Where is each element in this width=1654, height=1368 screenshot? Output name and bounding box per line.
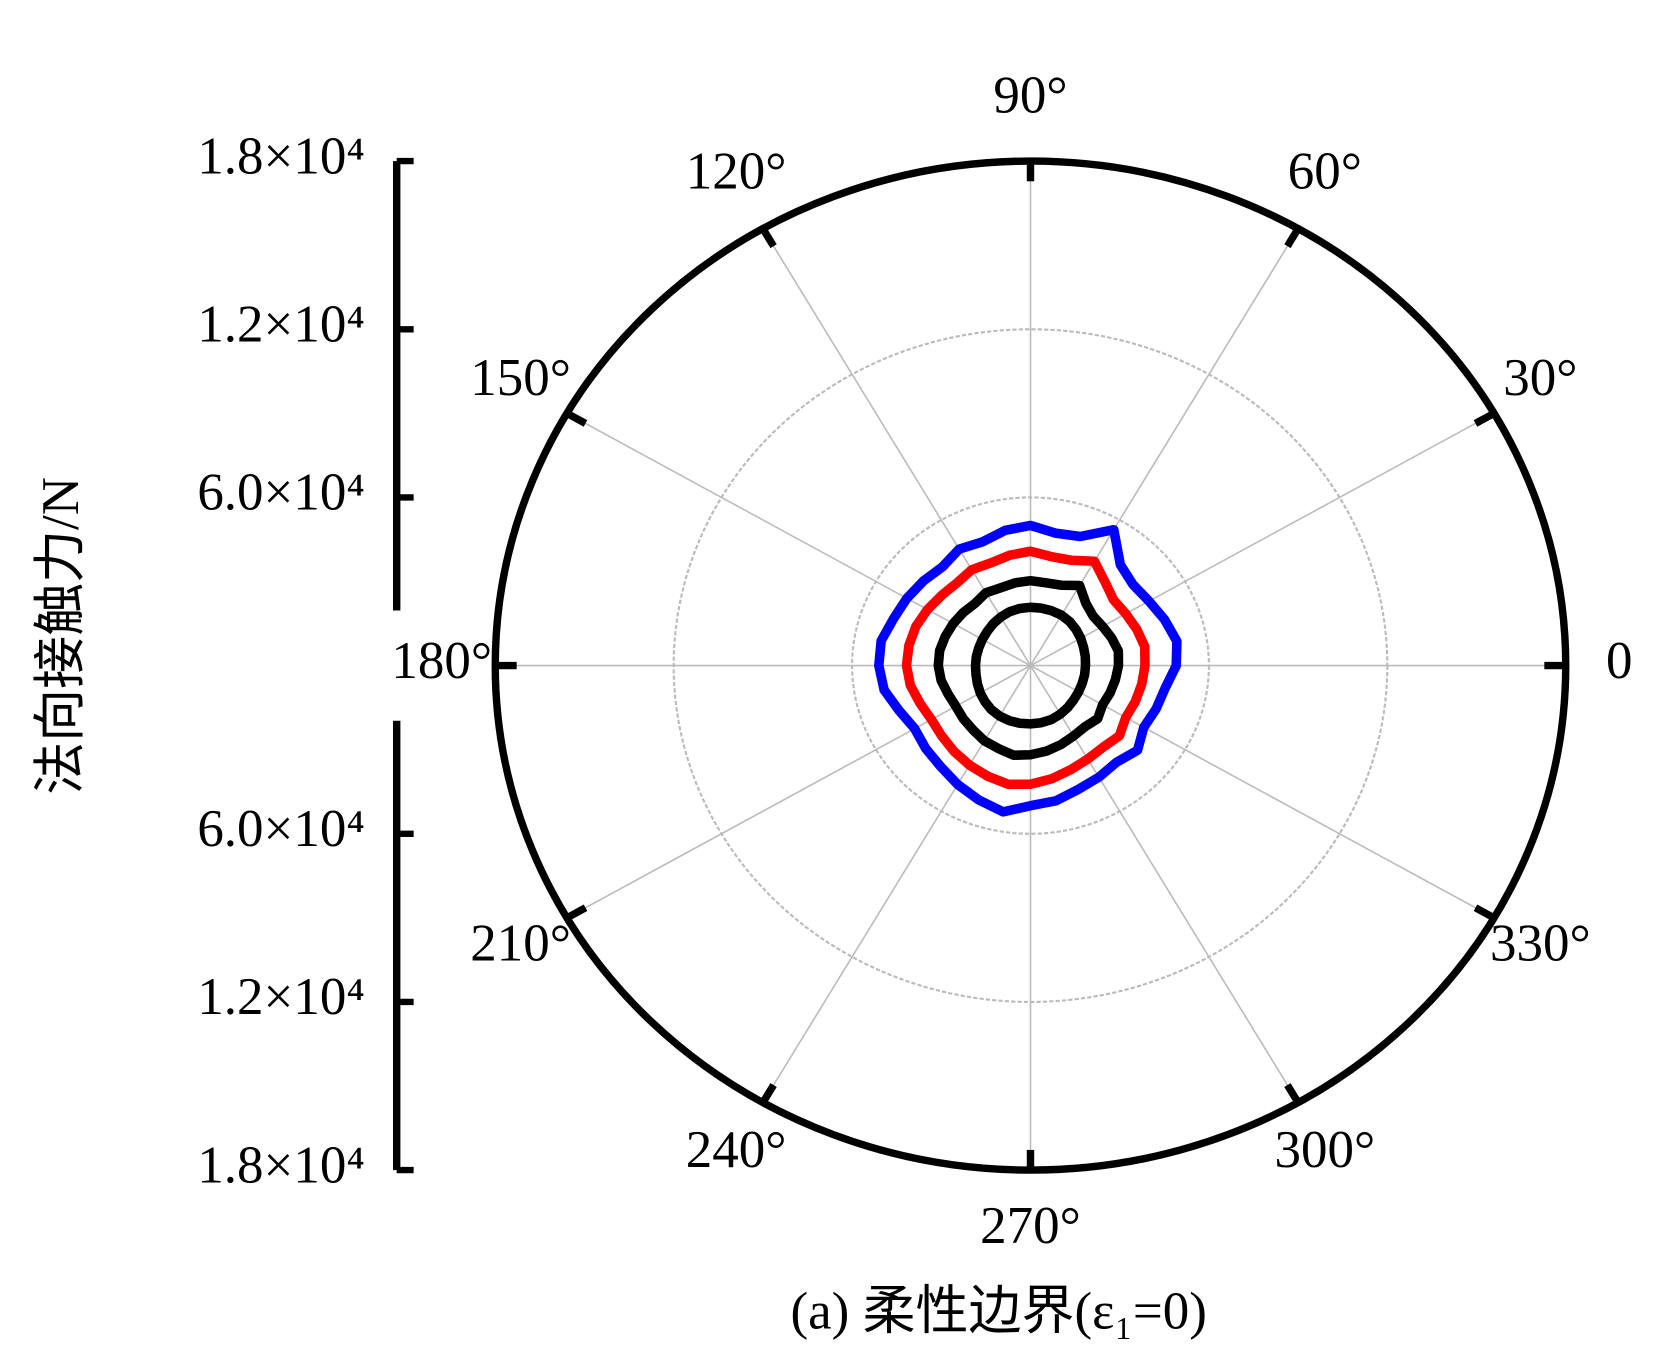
grid-circle <box>851 496 1210 835</box>
spoke <box>762 665 1032 1103</box>
angle-tick-label: 210° <box>470 914 571 972</box>
angle-tick <box>1284 1083 1302 1105</box>
angle-tick-label: 180° <box>391 632 492 690</box>
spoke <box>1030 664 1495 919</box>
angle-tick <box>759 226 777 249</box>
caption: (a) 柔性边界(ε₁=0) <box>791 1283 1207 1341</box>
angle-tick-label: 270° <box>980 1197 1081 1255</box>
angle-tick-label: 300° <box>1275 1121 1376 1179</box>
angle-tick <box>565 904 588 922</box>
grid-circle <box>672 328 1389 1003</box>
angle-tick-label: 330° <box>1490 914 1591 972</box>
angle-tick <box>565 410 588 427</box>
spoke <box>1029 665 1299 1103</box>
series-line <box>901 546 1150 790</box>
angle-tick-label: 240° <box>686 1121 787 1179</box>
angle-tick-label: 30° <box>1503 349 1577 407</box>
radial-tick-label: 6.0×10⁴ <box>197 464 365 522</box>
angle-tick-label: 90° <box>993 67 1067 125</box>
radial-tick-label: 1.2×10⁴ <box>197 968 365 1026</box>
radial-tick-label: 1.8×10⁴ <box>197 1136 365 1194</box>
angle-tick-label: 0 <box>1606 632 1633 690</box>
angle-tick-label: 60° <box>1288 142 1362 200</box>
spoke <box>1029 228 1299 667</box>
angle-tick <box>1473 904 1496 922</box>
angle-tick-label: 150° <box>470 349 571 407</box>
spoke <box>566 412 1031 667</box>
radial-tick-label: 1.8×10⁴ <box>197 127 365 185</box>
angle-tick <box>1473 410 1496 427</box>
y-axis-label: 法向接触力/N <box>32 477 90 795</box>
angle-tick-label: 120° <box>686 142 787 200</box>
angle-tick <box>759 1083 777 1105</box>
spoke <box>1030 412 1495 667</box>
series-line <box>933 575 1124 761</box>
radial-tick-label: 1.2×10⁴ <box>197 295 365 353</box>
series-line <box>970 602 1091 729</box>
angle-tick <box>1284 226 1302 249</box>
radial-tick-label: 6.0×10⁴ <box>197 800 365 858</box>
spoke <box>762 228 1032 667</box>
series-line <box>874 520 1182 817</box>
